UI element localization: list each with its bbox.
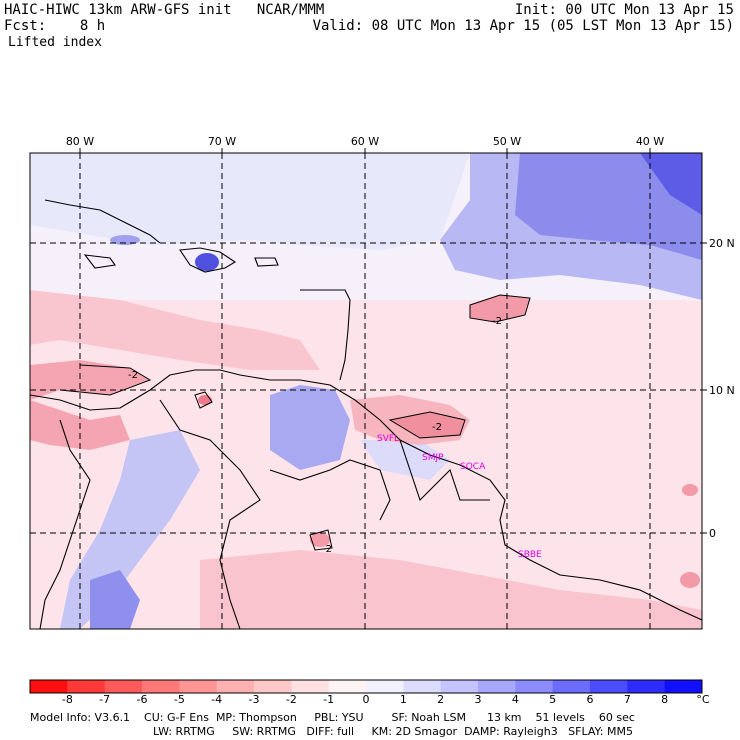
station-label: SMJP: [422, 453, 444, 463]
colorbar-tick-label: -2: [285, 693, 297, 706]
axis-ticks: [79, 148, 707, 534]
colorbar-swatch: [664, 680, 703, 693]
colorbar-swatch: [67, 680, 106, 693]
field-name: Lifted index: [8, 35, 102, 50]
graticule: [30, 153, 702, 629]
colorbar: [29, 679, 703, 694]
colorbar-tick-label: 2: [437, 693, 445, 706]
colorbar-swatch: [254, 680, 292, 693]
colorbar-swatch: [104, 680, 143, 693]
colorbar-tick-label: 3: [474, 693, 482, 706]
colorbar-tick-label: 0: [362, 693, 370, 706]
lon-label: 50 W: [493, 135, 521, 148]
map-frame: [29, 152, 703, 630]
colorbar-tick-label: 7: [623, 693, 631, 706]
colorbar-tick-label: -7: [99, 693, 111, 706]
colorbar-tick-label: -1: [323, 693, 335, 706]
lon-label: 40 W: [636, 135, 664, 148]
colorbar-tick-label: 1: [399, 693, 407, 706]
colorbar-border: [29, 679, 703, 694]
lat-label: 10 N: [709, 384, 735, 397]
colorbar-tick-label: -4: [211, 693, 223, 706]
colorbar-swatch: [328, 680, 367, 693]
colorbar-swatch: [291, 680, 330, 693]
colorbar-swatch: [179, 680, 218, 693]
colorbar-tick-label: 6: [586, 693, 594, 706]
model-info-line1: Model Info: V3.6.1 CU: G-F Ens MP: Thomp…: [30, 711, 635, 724]
lon-label: 60 W: [351, 135, 379, 148]
station-label: SBBE: [518, 550, 542, 560]
model-info-line2: LW: RRTMG SW: RRTMG DIFF: full KM: 2D Sm…: [153, 725, 633, 738]
contour-label: -2: [128, 370, 138, 381]
colorbar-tick-label: -8: [61, 693, 73, 706]
colorbar-swatch: [478, 680, 516, 693]
lat-label: 20 N: [709, 237, 735, 250]
colorbar-swatch: [552, 680, 591, 693]
contour-label: -2: [492, 316, 502, 327]
valid-time: Valid: 08 UTC Mon 13 Apr 15 (05 LST Mon …: [312, 18, 734, 34]
colorbar-tick-label: -5: [173, 693, 185, 706]
lon-label: 80 W: [66, 135, 94, 148]
forecast-hour: Fcst: 8 h: [4, 18, 106, 34]
lifted-index-field: [30, 153, 702, 629]
station-label: SVFL: [377, 434, 399, 444]
lat-label: 0: [709, 527, 716, 540]
colorbar-tick-label: 5: [549, 693, 557, 706]
colorbar-swatch: [403, 680, 442, 693]
colorbar-tick-label: -3: [248, 693, 260, 706]
colorbar-tick-label: 4: [511, 693, 519, 706]
colorbar-swatch: [627, 680, 666, 693]
colorbar-swatch: [142, 680, 180, 693]
colorbar-swatch: [30, 680, 68, 693]
lon-label: 70 W: [208, 135, 236, 148]
station-label: SOCA: [460, 462, 486, 472]
colorbar-swatch: [440, 680, 479, 693]
contour-lines: [59, 294, 531, 551]
colorbar-unit: °C: [696, 693, 710, 706]
init-time: Init: 00 UTC Mon 13 Apr 15: [514, 2, 734, 18]
colorbar-swatch: [590, 680, 628, 693]
colorbar-swatch: [216, 680, 255, 693]
colorbar-swatch: [515, 680, 554, 693]
contour-label: -2: [322, 544, 332, 555]
model-title: HAIC-HIWC 13km ARW-GFS init NCAR/MMM: [4, 2, 325, 18]
colorbar-swatch: [366, 680, 404, 693]
contour-label: -2: [432, 422, 442, 433]
coastlines: [30, 199, 702, 629]
colorbar-tick-label: -6: [136, 693, 148, 706]
colorbar-tick-label: 8: [661, 693, 669, 706]
